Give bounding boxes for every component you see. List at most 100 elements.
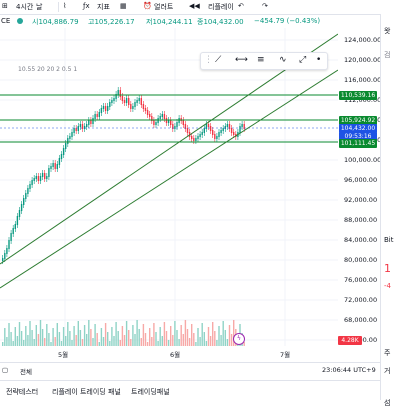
ohlc-change: −454.79 (−0.43%)	[254, 17, 321, 25]
volume-bar	[25, 326, 27, 346]
volume-bar	[58, 332, 61, 346]
volume-bar	[233, 320, 235, 346]
volume-bar	[218, 326, 220, 346]
price-chart[interactable]	[0, 28, 338, 346]
watchlist-price: 1	[384, 262, 391, 275]
watchlist-search[interactable]: 검	[384, 51, 391, 59]
volume-bar	[23, 340, 25, 346]
lightning-icon[interactable]: ϟ	[233, 333, 245, 345]
volume-bar	[191, 324, 193, 346]
candle-body	[79, 124, 82, 127]
volume-bar	[176, 330, 178, 346]
text-tool-icon[interactable]: •	[316, 55, 322, 65]
candle-type-selector[interactable]: 날	[36, 3, 43, 11]
candle-body	[20, 204, 23, 211]
candle-body	[33, 178, 35, 181]
ray-tool-icon[interactable]: ⤢	[299, 55, 307, 65]
candle-body	[195, 138, 197, 141]
candle-body	[90, 120, 92, 124]
volume-bar	[109, 341, 111, 346]
volume-bar	[90, 329, 92, 346]
volume-bar	[180, 325, 182, 346]
volume-bar	[117, 331, 119, 346]
volume-bar	[86, 334, 88, 346]
candle-body	[14, 224, 16, 229]
pattern-tool-icon[interactable]: ∿	[279, 55, 287, 65]
candle-body	[88, 120, 90, 125]
volume-bar	[83, 325, 86, 346]
price-label: 76,000.00	[344, 276, 378, 284]
candle-body	[67, 138, 69, 144]
hline-tool-icon[interactable]: ⟷	[235, 55, 248, 65]
volume-bar	[153, 323, 155, 346]
candle-body	[146, 110, 149, 115]
fib-tool-icon[interactable]: ≡	[257, 55, 265, 65]
volume-bar	[6, 337, 8, 346]
redo-icon[interactable]: ↷	[262, 2, 268, 10]
volume-bar	[20, 331, 23, 346]
price-label: 72,000.00	[344, 296, 378, 304]
candle-body	[41, 173, 44, 177]
ohlc-low: 저104,244.11	[146, 18, 193, 26]
candle-body	[50, 166, 52, 169]
watchlist-item[interactable]: 주	[384, 349, 391, 357]
candle-body	[134, 102, 136, 107]
volume-bar	[10, 332, 12, 346]
watchlist-change: -4	[384, 282, 391, 290]
watchlist-symbol-bit[interactable]: Bit	[384, 236, 394, 244]
watchlist-header[interactable]: 왓	[384, 27, 391, 35]
drag-handle-icon[interactable]: ⋮	[204, 55, 213, 65]
range-all-button[interactable]: 전체	[20, 368, 32, 376]
volume-bar	[37, 334, 40, 346]
volume-bar	[174, 321, 176, 346]
candle-body	[69, 136, 71, 139]
candle-body	[6, 248, 8, 254]
volume-bar	[130, 339, 132, 346]
volume-bar	[146, 342, 149, 346]
symbol-label[interactable]: CE	[1, 17, 11, 25]
watchlist-item[interactable]: 거	[384, 367, 391, 375]
clock-display[interactable]: 23:06:44 UTC+9	[322, 366, 376, 374]
chart-style-icon[interactable]: ⊞	[2, 2, 8, 10]
tab-trading-panel[interactable]: 트레이딩패널	[131, 388, 170, 396]
candle-body	[12, 228, 14, 234]
replay-button[interactable]: 리플레이	[208, 3, 234, 11]
bottom-tabs: 전략테스터 리플레이 트레이딩 패널 트레이딩패널	[0, 380, 380, 401]
timeframe-selector[interactable]: 4시간	[16, 3, 34, 11]
tab-replay-trading[interactable]: 리플레이 트레이딩 패널	[52, 388, 121, 396]
volume-bar	[35, 325, 37, 346]
templates-icon[interactable]: ▦	[120, 2, 127, 10]
replay-icon[interactable]: ◀◀	[189, 2, 200, 10]
ohlc-open: 시104,886.79	[32, 18, 79, 26]
volume-bar	[69, 331, 71, 346]
candle-body	[92, 118, 94, 124]
indicators-icon[interactable]: ƒx	[83, 2, 90, 10]
candle-body	[60, 154, 63, 159]
candle-body	[123, 100, 126, 103]
price-label: 112,000.00	[344, 96, 382, 104]
candle-body	[199, 134, 201, 137]
watchlist-panel: 왓 검 Bit 1 -4 주 거 섬	[380, 14, 400, 407]
time-axis[interactable]: 5월 6월 7월	[0, 346, 338, 360]
volume-bar	[62, 327, 65, 346]
calendar-icon[interactable]: ▢	[2, 366, 9, 374]
volume-bar	[65, 336, 67, 346]
volume-bar	[201, 323, 203, 346]
volume-bar	[220, 335, 222, 346]
candle-body	[186, 128, 189, 133]
volume-bar	[33, 339, 35, 346]
candle-body	[75, 128, 77, 131]
line-tool-icon[interactable]: ⟋	[215, 55, 222, 65]
indicators-button[interactable]: 지표	[97, 3, 110, 11]
alert-button[interactable]: 얼러트	[154, 3, 174, 11]
undo-icon[interactable]: ↶	[238, 2, 244, 10]
compare-icon[interactable]: ⌇	[63, 2, 67, 10]
volume-bar	[214, 331, 216, 346]
volume-bar	[12, 341, 14, 346]
tab-strategy-tester[interactable]: 전략테스터	[6, 388, 39, 396]
price-label: 100,000.00	[344, 156, 382, 164]
alert-icon[interactable]: ⏰	[143, 2, 152, 10]
price-axis[interactable]: 124,000.00 120,000.00 116,000.00 112,000.00…	[338, 28, 382, 346]
chart-area[interactable]	[0, 28, 338, 346]
candle-body	[117, 90, 119, 95]
